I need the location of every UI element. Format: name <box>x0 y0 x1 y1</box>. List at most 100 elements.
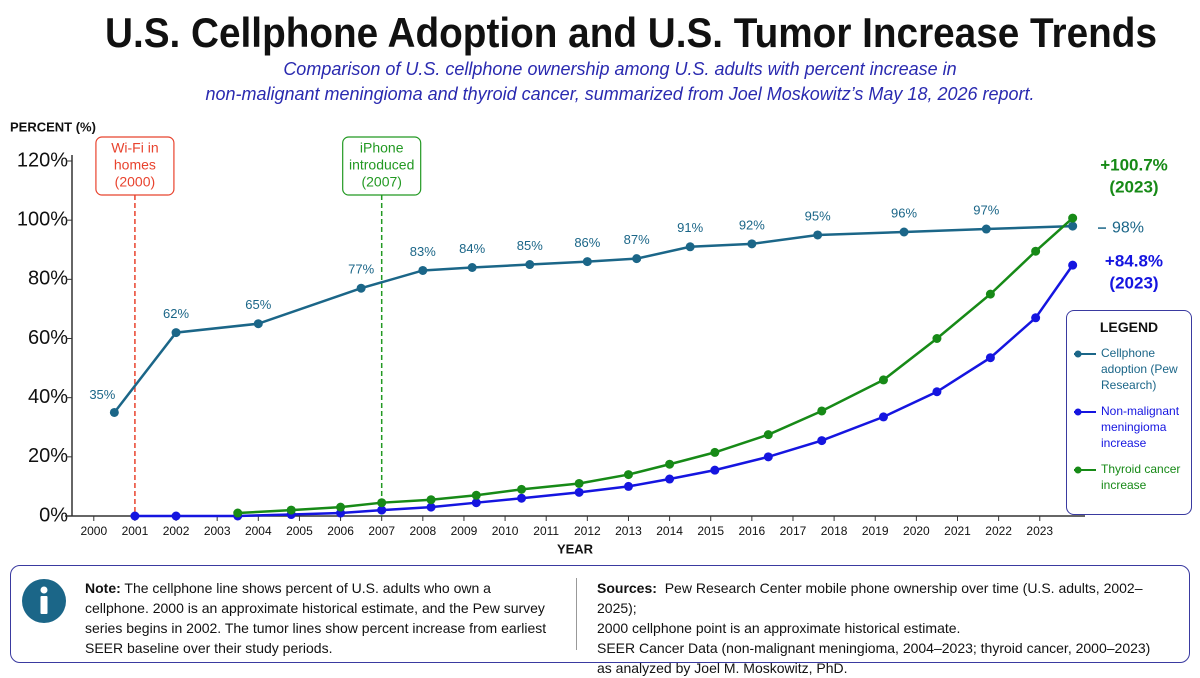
source-line: as analyzed by Joel M. Moskowitz, PhD. <box>597 660 848 676</box>
data-point <box>813 230 823 240</box>
data-point <box>763 430 773 440</box>
annotation-text: introduced <box>349 157 414 173</box>
data-point <box>747 239 757 249</box>
x-tick-label: 2018 <box>821 524 848 538</box>
x-tick-label: 2009 <box>451 524 478 538</box>
subtitle: Comparison of U.S. cellphone ownership a… <box>283 59 956 79</box>
value-label: 92% <box>739 217 765 232</box>
data-point <box>817 406 827 416</box>
data-point <box>377 505 387 515</box>
y-tick-label: 20% <box>28 445 68 467</box>
data-point <box>517 493 527 503</box>
legend-swatch <box>1074 408 1096 416</box>
subtitle: non-malignant meningioma and thyroid can… <box>205 84 1034 104</box>
divider <box>576 578 577 650</box>
data-point <box>233 508 243 518</box>
data-point <box>471 490 481 500</box>
x-tick-label: 2008 <box>409 524 436 538</box>
data-point <box>878 412 888 422</box>
value-label: 97% <box>973 202 999 217</box>
legend-title: LEGEND <box>1099 319 1159 335</box>
data-point <box>582 257 592 267</box>
legend-item: Non-malignant meningioma increase <box>1073 403 1185 451</box>
end-label: 98% <box>1112 219 1144 236</box>
annotation-box <box>342 136 422 196</box>
data-point <box>817 436 827 446</box>
note-box: Note: The cellphone line shows percent o… <box>10 565 1190 676</box>
x-tick-label: 2013 <box>615 524 642 538</box>
x-tick-label: 2016 <box>739 524 766 538</box>
x-tick-label: 2012 <box>574 524 601 538</box>
x-tick-label: 2023 <box>1026 524 1053 538</box>
x-tick-label: 2020 <box>903 524 930 538</box>
data-point <box>574 478 584 488</box>
note-label: Note: <box>85 580 121 596</box>
legend-dot <box>1074 466 1082 474</box>
data-point <box>574 487 584 497</box>
annotation-text: (2000) <box>115 174 155 190</box>
data-point <box>665 459 675 469</box>
end-note: (2023) <box>1109 273 1158 292</box>
annotation-text: homes <box>114 157 156 173</box>
chart: U.S. Cellphone Adoption and U.S. Tumor I… <box>10 9 1168 556</box>
value-label: 62% <box>163 306 189 321</box>
data-point <box>710 447 720 457</box>
legend-item: Cellphone adoption (Pew Research) <box>1073 345 1185 393</box>
legend-dot <box>1074 408 1082 416</box>
data-point <box>1031 313 1041 323</box>
note: Note: The cellphone line shows percent o… <box>85 578 555 658</box>
data-point <box>932 334 942 343</box>
data-point <box>377 498 387 508</box>
data-point <box>171 328 181 338</box>
annotation-text: (2007) <box>361 174 401 190</box>
x-tick-label: 2015 <box>697 524 724 538</box>
data-point <box>763 452 773 462</box>
x-tick-label: 2010 <box>492 524 519 538</box>
y-axis-label: PERCENT (%) <box>10 119 96 134</box>
x-tick-label: 2004 <box>245 524 272 538</box>
data-point <box>878 375 888 385</box>
x-tick-label: 2017 <box>780 524 807 538</box>
legend-dot <box>1074 350 1082 358</box>
annotation-box <box>95 136 175 196</box>
data-point <box>665 474 675 484</box>
data-point <box>623 470 633 480</box>
source-line: Pew Research Center mobile phone ownersh… <box>597 580 1143 616</box>
legend: LEGEND Cellphone adoption (Pew Research)… <box>1066 310 1192 515</box>
data-point <box>336 502 346 512</box>
value-label: 77% <box>348 262 374 277</box>
data-point <box>981 224 991 234</box>
value-label: 91% <box>677 220 703 235</box>
data-point <box>356 283 366 293</box>
x-tick-label: 2002 <box>163 524 190 538</box>
annotation-text: Wi-Fi in <box>111 140 158 156</box>
data-point <box>899 227 909 237</box>
chart-title: U.S. Cellphone Adoption and U.S. Tumor I… <box>105 9 1157 56</box>
data-point <box>1068 221 1078 231</box>
y-tick-label: 40% <box>28 386 68 408</box>
source-line: SEER Cancer Data (non-malignant meningio… <box>597 640 1151 656</box>
data-point <box>286 505 296 515</box>
value-label: 86% <box>574 235 600 250</box>
data-point <box>1031 246 1041 256</box>
data-point <box>932 387 942 397</box>
x-tick-label: 2021 <box>944 524 971 538</box>
data-point <box>985 289 995 299</box>
y-tick-label: 0% <box>39 504 68 526</box>
data-point <box>517 484 527 494</box>
end-label: +84.8% <box>1105 251 1163 270</box>
data-point <box>525 260 535 270</box>
data-point <box>253 319 263 329</box>
y-tick-label: 100% <box>17 208 68 230</box>
data-point <box>1068 213 1078 223</box>
value-label: 83% <box>410 244 436 259</box>
x-tick-label: 2003 <box>204 524 231 538</box>
data-point <box>685 242 695 252</box>
sources: Sources: Pew Research Center mobile phon… <box>597 578 1182 678</box>
value-label: 96% <box>891 205 917 220</box>
data-point <box>130 511 140 521</box>
series-line <box>134 264 1074 518</box>
legend-label: Thyroid cancer increase <box>1101 462 1181 492</box>
end-label: +100.7% <box>1100 155 1168 174</box>
